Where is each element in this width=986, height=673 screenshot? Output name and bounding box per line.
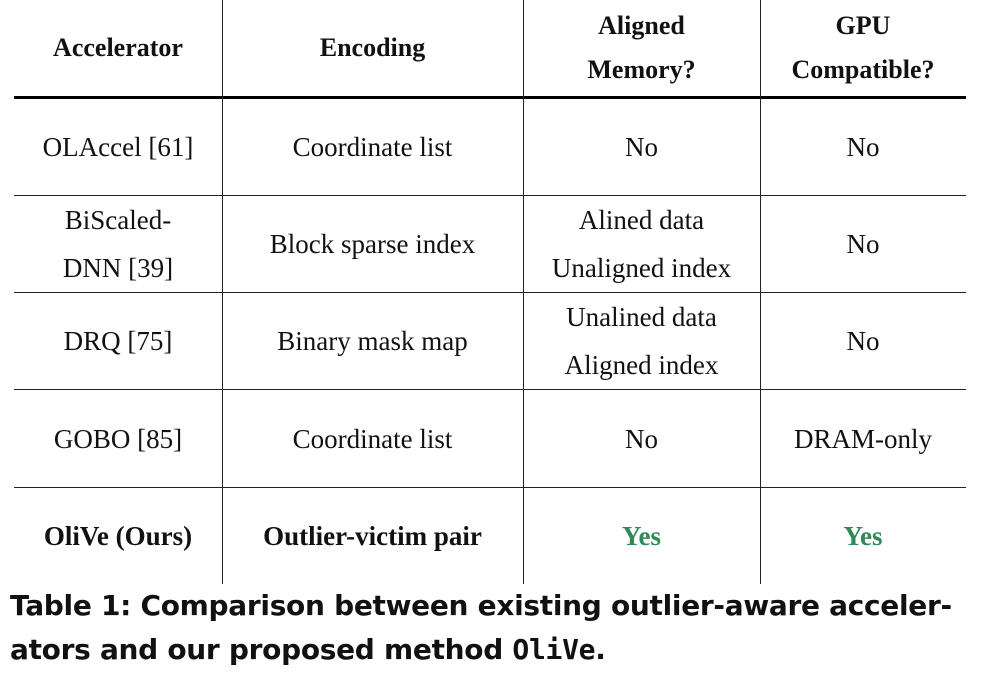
comparison-table: Accelerator Encoding Aligned Memory? GPU…	[14, 0, 966, 584]
caption-period: .	[595, 633, 606, 666]
cell-aligned-memory-line: No	[625, 131, 658, 162]
cell-encoding-line: Coordinate list	[292, 423, 453, 454]
cell-gpu-compatible: No	[760, 293, 966, 389]
header-encoding: Encoding	[319, 33, 426, 62]
cell-aligned-memory: Unalined data Aligned index	[523, 293, 760, 389]
cell-gpu-compatible: DRAM-only	[760, 390, 966, 487]
cell-encoding: Outlier-victim pair	[222, 488, 523, 584]
row-divider	[14, 195, 966, 196]
header-rule	[14, 96, 966, 99]
header-gpu-line2: Compatible?	[791, 55, 935, 84]
cell-accelerator-line: DRQ [75]	[63, 326, 173, 356]
cell-encoding: Block sparse index	[222, 196, 523, 292]
table-row: OLAccel [61] Coordinate list No No	[14, 98, 966, 195]
cell-accelerator: OLAccel [61]	[14, 98, 222, 195]
cell-gpu-compatible: No	[760, 98, 966, 195]
cell-encoding: Coordinate list	[222, 98, 523, 195]
row-divider	[14, 487, 966, 488]
cell-aligned-memory-line: Alined data	[578, 205, 705, 235]
header-aligned-memory: Aligned Memory?	[523, 0, 760, 96]
cell-encoding-line: Binary mask map	[277, 326, 468, 356]
cell-encoding: Binary mask map	[222, 293, 523, 389]
cell-gpu-compatible-line: No	[846, 131, 880, 162]
cell-accelerator: DRQ [75]	[14, 293, 222, 389]
cell-accelerator-line: BiScaled-	[64, 205, 172, 235]
table-row: DRQ [75] Binary mask map Unalined data Alig…	[14, 293, 966, 389]
caption-method-name: OliVe	[512, 633, 596, 666]
cell-gpu-compatible-line: Yes	[843, 521, 883, 551]
caption-line2: ators and our proposed method OliVe.	[10, 628, 980, 672]
header-gpu-compatible: GPU Compatible?	[760, 0, 966, 96]
row-divider	[14, 389, 966, 390]
table-row: BiScaled- DNN [39] Block sparse index Aline…	[14, 196, 966, 292]
cell-aligned-memory-line: Aligned index	[564, 350, 719, 380]
cell-gpu-compatible-line: DRAM-only	[793, 423, 932, 454]
cell-aligned-memory: Yes	[523, 488, 760, 584]
cell-accelerator: BiScaled- DNN [39]	[14, 196, 222, 292]
cell-gpu-compatible: No	[760, 196, 966, 292]
cell-gpu-compatible-line: No	[846, 326, 880, 356]
header-aligned-line2: Memory?	[587, 55, 696, 84]
cell-accelerator-line: OliVe (Ours)	[43, 521, 193, 551]
cell-accelerator: OliVe (Ours)	[14, 488, 222, 584]
cell-aligned-memory-line: Unalined data	[566, 302, 717, 332]
table-row: GOBO [85] Coordinate list No DRAM-only	[14, 390, 966, 487]
cell-encoding-line: Block sparse index	[269, 229, 476, 259]
table-header-row: Accelerator Encoding Aligned Memory? GPU…	[14, 0, 966, 96]
cell-aligned-memory: No	[523, 390, 760, 487]
header-aligned-line1: Aligned	[598, 11, 685, 40]
cell-gpu-compatible: Yes	[760, 488, 966, 584]
cell-aligned-memory-line: No	[625, 423, 658, 454]
cell-aligned-memory: Alined data Unaligned index	[523, 196, 760, 292]
table-caption: Table 1: Comparison between existing out…	[10, 584, 980, 672]
table-row: OliVe (Ours) Outlier-victim pair Yes Yes	[14, 488, 966, 584]
caption-line1: Table 1: Comparison between existing out…	[10, 589, 952, 622]
caption-line2-text: ators and our proposed method	[10, 633, 513, 666]
cell-accelerator: GOBO [85]	[14, 390, 222, 487]
header-gpu-line1: GPU	[835, 11, 891, 40]
column-divider	[523, 0, 524, 584]
header-accelerator: Accelerator	[53, 33, 183, 62]
cell-encoding: Coordinate list	[222, 390, 523, 487]
cell-encoding-line: Outlier-victim pair	[263, 521, 482, 551]
cell-encoding-line: Coordinate list	[292, 131, 453, 162]
cell-gpu-compatible-line: No	[846, 229, 880, 259]
cell-aligned-memory: No	[523, 98, 760, 195]
column-divider	[222, 0, 223, 584]
cell-accelerator-line: OLAccel [61]	[42, 131, 194, 162]
column-divider	[760, 0, 761, 584]
row-divider	[14, 292, 966, 293]
cell-aligned-memory-line: Unaligned index	[551, 253, 732, 283]
cell-accelerator-line: DNN [39]	[62, 253, 174, 283]
cell-aligned-memory-line: Yes	[622, 521, 661, 551]
cell-accelerator-line: GOBO [85]	[53, 423, 183, 454]
